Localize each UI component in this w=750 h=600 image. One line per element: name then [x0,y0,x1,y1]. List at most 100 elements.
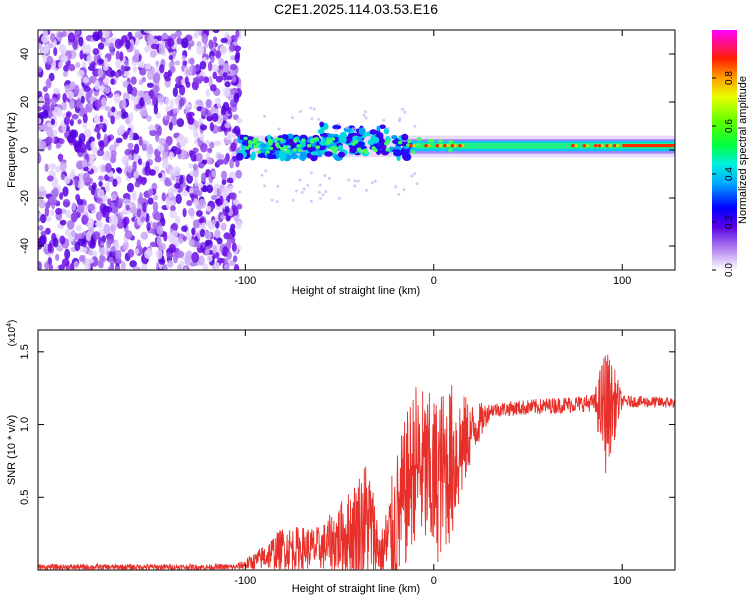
noise-blob [123,240,129,251]
signal-peak [267,138,273,143]
signal-blob [379,132,384,141]
noise-blob [164,96,170,106]
noise-blob [175,76,182,85]
noise-blob [38,66,43,73]
noise-blob [134,181,141,188]
noise-blob [38,111,46,119]
noise-blob [175,193,182,205]
noise-blob [90,141,96,150]
noise-blob [74,175,79,187]
signal-peak [325,141,331,145]
noise-blob [185,231,191,240]
noise-blob [181,225,188,232]
signal-blob [290,153,299,160]
signal-blob [268,154,277,160]
noise-blob [206,254,213,263]
noise-blob [114,266,121,270]
noise-blob [196,210,203,218]
noise-blob [102,30,111,38]
faint-point [410,174,414,178]
noise-blob [49,209,55,217]
hot-spot [443,144,448,148]
noise-blob [174,60,181,66]
noise-blob [63,175,71,185]
noise-blob [223,263,230,270]
noise-blob [236,117,243,124]
faint-point [324,190,328,194]
noise-blob [93,127,101,133]
noise-blob [59,219,67,226]
noise-blob [110,115,115,125]
noise-blob [146,115,152,122]
noise-blob [110,78,115,85]
noise-blob [171,222,179,231]
noise-blob [84,262,91,270]
signal-peak [384,141,389,146]
noise-blob [175,215,181,225]
noise-blob [140,263,147,270]
noise-blob [186,173,193,184]
noise-blob [94,79,100,91]
hot-spot [412,144,416,148]
noise-blob [76,69,85,77]
signal-peak [448,140,454,144]
noise-blob [76,160,85,170]
noise-blob [46,175,54,182]
noise-blob [198,217,205,224]
colorbar-tick-label: 0.2 [724,215,735,229]
noise-blob [196,45,205,56]
noise-blob [125,204,130,211]
noise-blob [122,65,131,72]
noise-blob [150,43,159,50]
noise-blob [157,94,165,103]
noise-blob [45,216,52,222]
noise-blob [199,132,205,142]
noise-blob [226,251,232,260]
noise-blob [170,205,176,212]
noise-blob [38,96,45,107]
noise-blob [79,255,85,263]
noise-blob [188,207,195,217]
y-tick-label: -40 [19,238,31,254]
noise-blob [101,235,107,244]
noise-blob [50,32,56,43]
noise-blob [64,228,71,237]
noise-blob [82,172,91,183]
noise-blob [153,104,159,115]
noise-blob [110,246,116,253]
noise-blob [226,131,232,141]
noise-blob [70,212,79,222]
signal-peak [243,136,248,141]
noise-blob [224,205,230,214]
faint-point [353,179,357,183]
noise-blob [45,201,51,209]
hot-spot [593,144,598,148]
noise-blob [94,99,103,109]
faint-point [323,174,327,178]
noise-blob [196,242,201,249]
noise-blob [76,198,84,206]
noise-blob [124,230,133,240]
spectrogram-x-axis-label: Height of straight line (km) [292,285,420,297]
noise-blob [158,43,165,55]
noise-blob [213,36,218,43]
faint-point [364,110,368,114]
noise-blob [209,84,217,92]
signal-blob [235,152,244,161]
noise-blob [169,210,178,219]
noise-blob [98,175,104,181]
noise-blob [222,101,230,112]
signal-peak [332,149,337,154]
noise-blob [210,55,215,64]
signal-blob [391,135,398,140]
signal-blob [319,140,328,146]
noise-blob [211,64,219,72]
noise-blob [55,142,61,149]
noise-blob [92,48,100,56]
noise-blob [155,60,160,67]
snr-frame [37,329,676,571]
noise-blob [104,57,109,68]
noise-blob [232,199,240,205]
noise-blob [91,250,98,258]
